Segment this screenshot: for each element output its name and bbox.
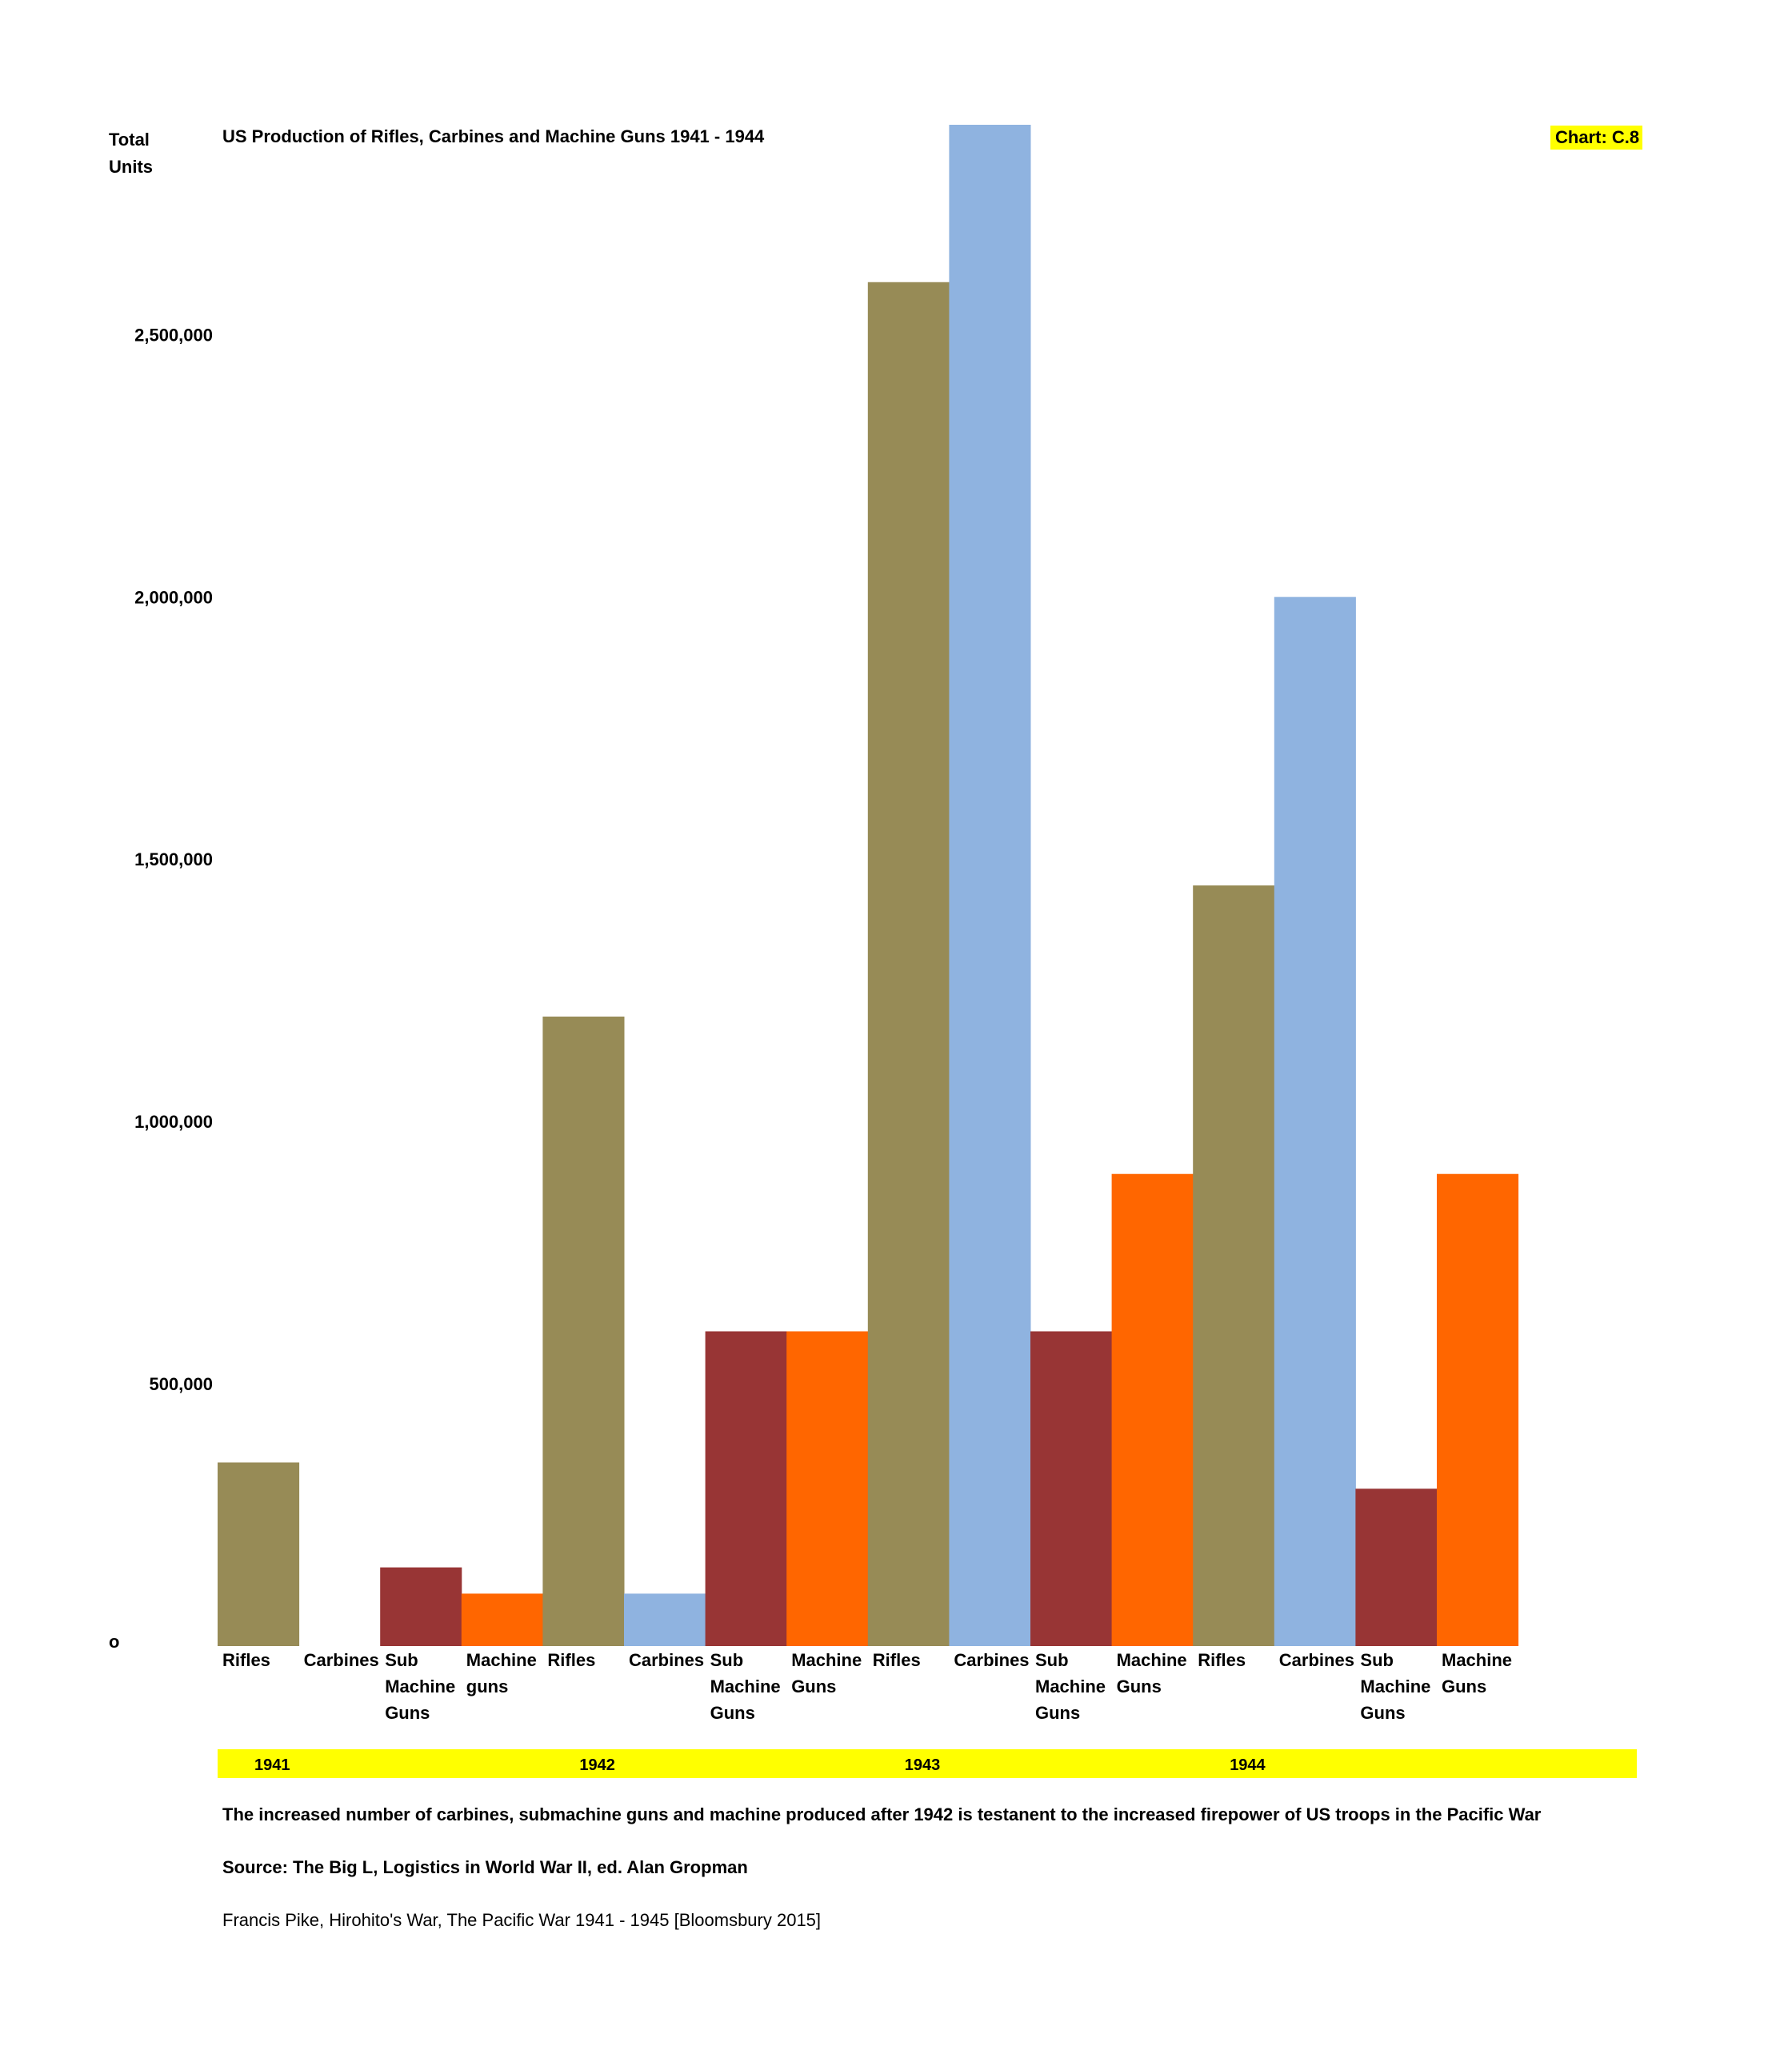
category-label: Sub Machine Guns [710,1650,781,1723]
chart-citation: Francis Pike, Hirohito's War, The Pacifi… [222,1910,822,1930]
bar-1944-rifles [1193,885,1275,1646]
chart-note: The increased number of carbines, submac… [222,1804,1542,1824]
y-tick-label: 1,500,000 [134,849,213,869]
bar-1942-machine-guns [786,1331,869,1646]
chart-source: Source: The Big L, Logistics in World Wa… [222,1857,748,1877]
bar-1941-rifles [218,1462,300,1646]
category-label: Machine Guns [1442,1650,1512,1696]
category-label: Carbines [954,1650,1029,1670]
bar-1944-carbines [1274,597,1356,1646]
year-label: 1943 [905,1756,941,1774]
y-tick-label: o [109,1632,119,1652]
y-tick-label: 2,000,000 [134,587,213,607]
category-label: Sub Machine Guns [385,1650,455,1723]
category-label: Rifles [547,1650,595,1670]
year-label: 1944 [1230,1756,1266,1774]
category-label: Sub Machine Guns [1035,1650,1106,1723]
bar-1942-sub-machine-guns [705,1331,787,1646]
category-label: Carbines [1279,1650,1354,1670]
category-label: Rifles [1198,1650,1246,1670]
bar-1942-rifles [542,1016,625,1646]
bar-1944-sub-machine-guns [1355,1489,1438,1646]
bar-1943-machine-guns [1111,1173,1194,1646]
year-label: 1942 [579,1756,615,1774]
y-tick-label: 2,500,000 [134,325,213,345]
bar-1943-sub-machine-guns [1030,1331,1113,1646]
category-label: Machine Guns [791,1650,862,1696]
bar-1943-rifles [867,282,950,1647]
y-axis-unit-label: Total Units [109,130,153,177]
bar-1941-sub-machine-guns [380,1567,462,1646]
year-label: 1941 [254,1756,290,1774]
y-tick-label: 1,000,000 [134,1112,213,1132]
year-band [218,1749,1637,1778]
category-label: Carbines [629,1650,704,1670]
category-label: Sub Machine Guns [1360,1650,1430,1723]
category-label: Rifles [222,1650,270,1670]
chart-title: US Production of Rifles, Carbines and Ma… [222,126,765,146]
bar-1941-machine-guns [461,1593,543,1646]
bar-1944-machine-guns [1437,1173,1519,1646]
category-label: Carbines [304,1650,379,1670]
category-label: Machine guns [466,1650,537,1696]
chart-code-badge: Chart: C.8 [1550,126,1643,150]
bar-1942-carbines [624,1593,706,1646]
category-label: Rifles [873,1650,921,1670]
bar-1943-carbines [949,125,1031,1646]
y-tick-label: 500,000 [149,1374,213,1394]
category-label: Machine Guns [1117,1650,1187,1696]
